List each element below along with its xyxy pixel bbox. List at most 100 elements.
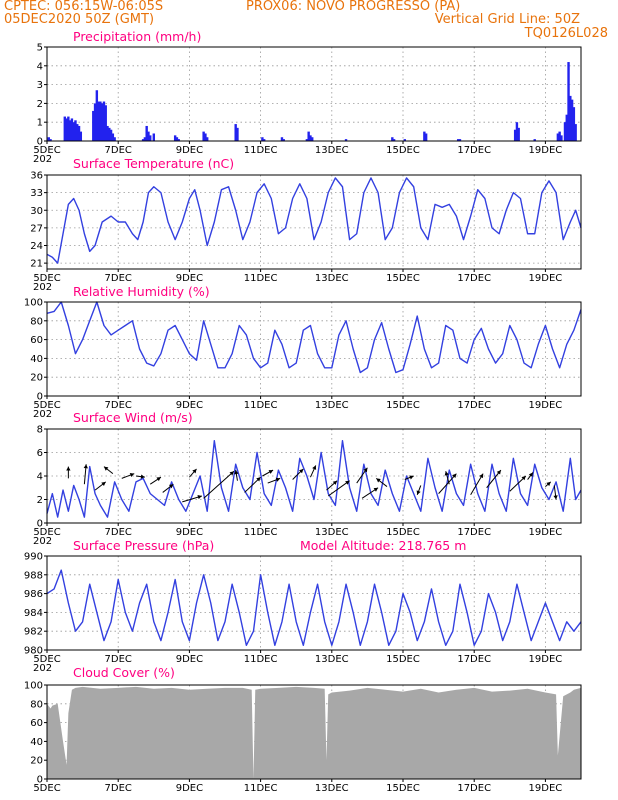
header-model-id: TQ0126L028 <box>524 26 608 41</box>
x-tick-label: 13DEC <box>315 273 349 284</box>
y-tick-label: 100 <box>24 681 43 692</box>
x-tick-label: 17DEC <box>457 654 491 665</box>
panel-title: Precipitation (mm/h) <box>73 29 201 44</box>
x-tick-label: 7DEC <box>105 273 132 284</box>
x-tick-label: 13DEC <box>315 783 349 794</box>
y-tick-label: 4 <box>37 472 43 483</box>
x-tick-label: 19DEC <box>529 654 563 665</box>
x-tick-label: 15DEC <box>386 527 420 538</box>
y-tick-label: 982 <box>24 627 43 638</box>
x-tick-label: 17DEC <box>457 527 491 538</box>
series-line <box>46 301 582 374</box>
x-tick-label: 5DEC <box>33 527 60 538</box>
precip-bar <box>202 131 205 141</box>
wind-arrowhead <box>452 473 457 479</box>
y-tick-label: 3 <box>37 80 43 91</box>
x-year-fragment: 202 <box>33 663 52 674</box>
y-tick-label: 20 <box>30 756 43 767</box>
x-tick-label: 9DEC <box>176 527 203 538</box>
x-tick-label: 17DEC <box>457 783 491 794</box>
panel-frame <box>46 301 582 397</box>
wind-arrow <box>438 473 457 494</box>
precip-bar <box>403 139 406 141</box>
x-tick-label: 11DEC <box>244 654 278 665</box>
panel-title: Surface Temperature (nC) <box>73 156 234 171</box>
precip-bar <box>565 114 568 141</box>
x-tick-label: 17DEC <box>457 273 491 284</box>
wind-arrow <box>470 473 484 496</box>
x-tick-label: 7DEC <box>105 783 132 794</box>
x-tick-label: 19DEC <box>529 527 563 538</box>
precip-bar <box>100 103 104 141</box>
precip-bar <box>141 139 145 141</box>
y-tick-label: 33 <box>30 188 43 199</box>
precip-bar <box>236 127 239 141</box>
precip-bar <box>97 101 100 141</box>
x-tick-label: 5DEC <box>33 145 60 156</box>
x-tick-label: 19DEC <box>529 783 563 794</box>
precip-bar <box>109 129 113 141</box>
precip-bar <box>533 139 536 141</box>
precip-bar <box>72 122 75 141</box>
panel-6: 0 20 40 60 80 100 5DEC 7DEC 9DEC 11DEC 13DEC 15DEC 1… <box>24 665 582 794</box>
precip-bar <box>67 116 70 141</box>
x-tick-label: 15DEC <box>386 145 420 156</box>
model-altitude-label: Model Altitude: 218.765 m <box>300 538 466 553</box>
wind-arrowhead <box>332 480 338 485</box>
precip-bar <box>515 122 519 141</box>
precip-bar <box>560 135 563 141</box>
y-tick-label: 988 <box>24 570 43 581</box>
x-tick-label: 9DEC <box>176 400 203 411</box>
precip-bar <box>95 90 99 141</box>
wind-arrowhead <box>275 477 281 482</box>
precip-bar <box>68 120 72 141</box>
precip-bar <box>152 133 155 141</box>
panel-4: 0 2 4 6 8 5DEC 7DEC 9DEC 11DEC 13DEC 15DEC 17DEC 19D… <box>33 410 582 547</box>
x-tick-label: 15DEC <box>386 400 420 411</box>
precip-bar <box>458 139 462 141</box>
precip-bar <box>280 137 284 141</box>
x-tick-label: 17DEC <box>457 145 491 156</box>
wind-arrowhead <box>345 480 350 485</box>
precip-bar <box>262 139 266 141</box>
panel-5: 980 982 984 986 988 990 5DEC 7DEC 9DEC 11DEC 13DEC… <box>24 538 582 674</box>
y-tick-label: 0 <box>37 519 43 530</box>
panel-title: Relative Humidity (%) <box>73 284 210 299</box>
wind-arrowhead <box>528 472 533 477</box>
wind-arrowhead <box>66 466 71 471</box>
precip-bar <box>145 125 148 141</box>
precip-bar <box>563 122 567 141</box>
precip-bar <box>282 139 285 141</box>
y-tick-label: 80 <box>30 699 43 710</box>
wind-arrowhead <box>197 495 202 500</box>
x-tick-label: 15DEC <box>386 783 420 794</box>
precip-bar <box>92 110 95 141</box>
x-tick-label: 15DEC <box>386 654 420 665</box>
panel-frame <box>46 684 582 780</box>
precip-bar <box>423 131 426 141</box>
y-tick-label: 986 <box>24 589 43 600</box>
x-tick-label: 7DEC <box>105 400 132 411</box>
wind-arrow <box>203 470 235 499</box>
y-tick-label: 100 <box>24 298 43 309</box>
precip-bar <box>76 124 79 141</box>
precip-bar <box>305 139 309 141</box>
wind-arrowhead <box>373 487 379 492</box>
precip-bar <box>77 125 81 141</box>
panel-title: Surface Wind (m/s) <box>73 410 193 425</box>
y-tick-label: 60 <box>30 718 43 729</box>
x-tick-label: 7DEC <box>105 654 132 665</box>
precip-bar <box>65 118 68 141</box>
wind-arrowhead <box>156 477 161 482</box>
precip-bar <box>569 95 572 141</box>
x-tick-label: 11DEC <box>244 145 278 156</box>
y-tick-label: 80 <box>30 316 43 327</box>
wind-arrowhead <box>363 467 368 473</box>
x-year-fragment: 202 <box>33 282 52 293</box>
precip-bar <box>567 62 570 141</box>
precip-bar <box>513 129 517 141</box>
wind-arrowhead <box>479 473 484 479</box>
precip-bar <box>206 137 209 141</box>
precip-bar <box>147 131 150 141</box>
panel-frame <box>46 174 582 270</box>
